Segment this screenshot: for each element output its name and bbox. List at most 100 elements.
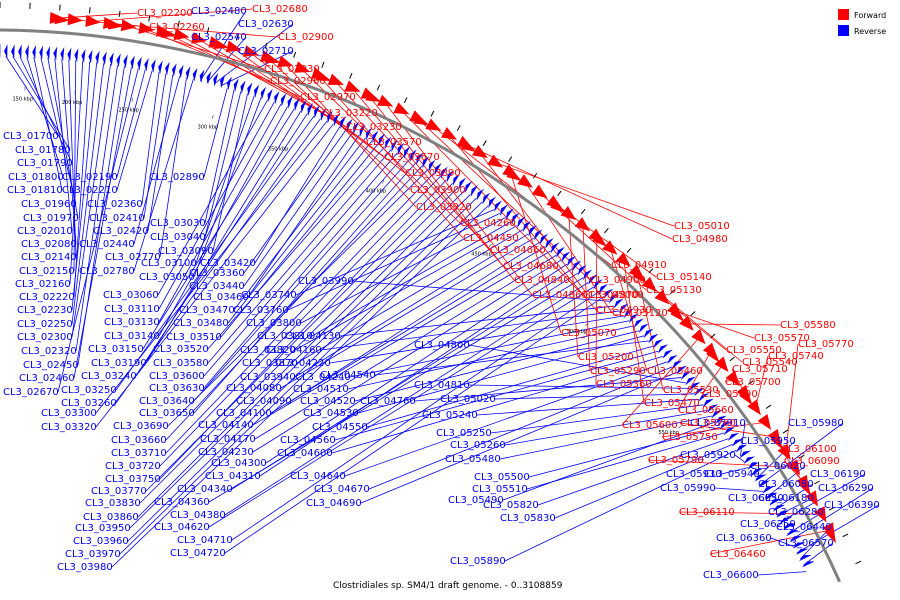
scale-tick-label: 350 kbp: [268, 146, 288, 152]
reverse-gene-arrow: [158, 60, 163, 75]
leader-line: [227, 140, 373, 324]
gene-label: CL3_01800: [8, 172, 64, 183]
reverse-gene-arrow: [643, 328, 654, 339]
gene-label: CL3_04620: [154, 522, 210, 533]
legend-reverse-swatch: [838, 25, 849, 36]
leader-line: [139, 186, 459, 504]
leader-line: [280, 237, 535, 389]
gene-label: CL3_02250: [17, 319, 73, 330]
leader-line: [208, 286, 594, 528]
gene-label: CL3_03140: [104, 331, 160, 342]
forward-gene-arrow: [506, 168, 522, 182]
gene-label: CL3_01810: [7, 185, 63, 196]
gene-label: CL3_06360: [716, 533, 772, 544]
gene-label: CL3_02630: [238, 19, 294, 30]
leader-line: [479, 152, 589, 296]
leader-line: [55, 12, 138, 19]
leader-line: [360, 371, 677, 504]
forward-gene-arrow: [679, 315, 694, 331]
leader-line: [243, 129, 347, 274]
gene-label: CL3_04310: [205, 471, 261, 482]
feature-marker: [765, 404, 772, 409]
gene-label: CL3_04260: [460, 218, 516, 229]
gene-label: CL3_03950: [75, 523, 131, 534]
leader-line: [158, 103, 282, 323]
leader-line: [147, 74, 174, 232]
leader-line: [165, 172, 435, 454]
gene-label: CL3_05530: [663, 385, 719, 396]
reverse-gene-arrow: [25, 44, 29, 59]
leader-line: [73, 61, 91, 298]
gene-label: CL3_06050: [728, 493, 784, 504]
gene-label: CL3_02450: [23, 360, 79, 371]
gene-label: CL3_04560: [280, 435, 336, 446]
feature-marker: [349, 72, 353, 79]
gene-label: CL3_03440: [189, 281, 245, 292]
reverse-gene-arrow: [628, 313, 639, 324]
leader-line: [71, 64, 111, 338]
reverse-gene-arrow: [95, 50, 100, 65]
gene-label: CL3_05660: [678, 405, 734, 416]
reverse-gene-arrow: [618, 303, 629, 314]
gene-label: CL3_04510: [293, 384, 349, 395]
reverse-gene-arrow: [206, 71, 212, 85]
gene-label: CL3_02190: [62, 172, 118, 183]
gene-label: CL3_02150: [19, 266, 75, 277]
gene-label: CL3_05130: [646, 285, 702, 296]
reverse-gene-arrow: [464, 181, 473, 194]
forward-gene-arrow: [654, 289, 670, 305]
gene-label: CL3_03130: [104, 317, 160, 328]
reverse-gene-arrow: [657, 344, 669, 354]
feature-marker: [626, 247, 632, 253]
leader-line: [69, 60, 84, 285]
leader-line: [115, 115, 315, 391]
leader-line: [233, 137, 366, 311]
reverse-gene-arrow: [723, 427, 736, 436]
gene-label: CL3_02890: [149, 172, 205, 183]
leader-line: [75, 64, 118, 352]
gene-label: CL3_04660: [490, 245, 546, 256]
leader-line: [287, 213, 501, 311]
leader-line: [296, 229, 523, 364]
forward-gene-arrow: [441, 127, 458, 140]
forward-gene-arrow: [560, 205, 577, 220]
feature-marker: [782, 429, 789, 434]
gene-label: CL3_02200: [137, 8, 193, 19]
leader-line: [796, 504, 880, 554]
reverse-gene-arrow: [488, 196, 497, 209]
gene-label: CL3_06190: [810, 469, 866, 480]
leader-line: [203, 152, 398, 377]
leader-line: [294, 233, 529, 378]
leader-line: [468, 344, 686, 384]
forward-gene-arrow: [191, 32, 207, 44]
gene-label: CL3_04840: [514, 275, 570, 286]
scale-tick-label: 250 kbp: [118, 108, 138, 114]
forward-gene-arrow: [173, 28, 190, 41]
leader-line: [71, 62, 98, 311]
reverse-gene-arrow: [199, 69, 205, 84]
leader-line: [259, 268, 573, 477]
reverse-gene-arrow: [719, 421, 731, 430]
reverse-gene-arrow: [320, 107, 327, 121]
gene-label: CL3_03240: [81, 371, 137, 382]
gene-label: CL3_04450: [463, 233, 519, 244]
leader-line: [254, 126, 341, 264]
gene-label: CL3_05770: [798, 339, 854, 350]
leader-line: [757, 571, 807, 576]
leader-line: [329, 315, 625, 364]
gene-label: CL3_04130: [285, 331, 341, 342]
gene-label: CL3_02160: [15, 279, 71, 290]
scale-tick-label: 400 kbp: [366, 188, 386, 194]
leader-line: [231, 291, 600, 541]
leader-line: [145, 183, 453, 492]
feature-marker: [828, 506, 835, 511]
forward-gene-arrow: [824, 527, 836, 544]
reverse-gene-arrow: [102, 51, 107, 66]
gene-label: CL3_04090: [236, 396, 292, 407]
gene-label: CL3_02210: [62, 185, 118, 196]
feature-marker: [669, 289, 675, 295]
gene-label: CL3_04860: [532, 290, 588, 301]
forward-gene-arrow: [67, 13, 83, 26]
leader-line: [334, 350, 659, 441]
gene-label: CL3_03040: [150, 232, 206, 243]
